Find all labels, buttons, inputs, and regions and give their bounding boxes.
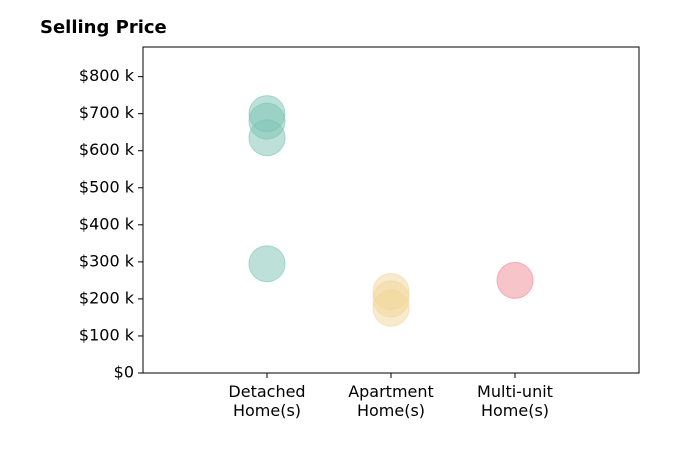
point xyxy=(496,261,534,299)
y-tick-label: $800 k xyxy=(79,66,135,85)
y-tick-label: $300 k xyxy=(79,251,135,270)
y-tick-label: $600 k xyxy=(79,140,135,159)
y-tick-label: $100 k xyxy=(79,325,135,344)
point xyxy=(248,245,286,283)
y-tick-label: $700 k xyxy=(79,103,135,122)
point xyxy=(248,119,286,157)
x-tick-label: Multi-unit Home(s) xyxy=(477,382,553,420)
chart-title: Selling Price xyxy=(40,17,167,38)
y-tick-label: $500 k xyxy=(79,177,135,196)
y-tick-label: $400 k xyxy=(79,214,135,233)
point xyxy=(372,289,410,327)
x-tick-label: Detached Home(s) xyxy=(228,382,306,420)
y-tick-label: $0 xyxy=(114,363,134,382)
y-tick-label: $200 k xyxy=(79,288,135,307)
x-tick-label: Apartment Home(s) xyxy=(348,382,434,420)
